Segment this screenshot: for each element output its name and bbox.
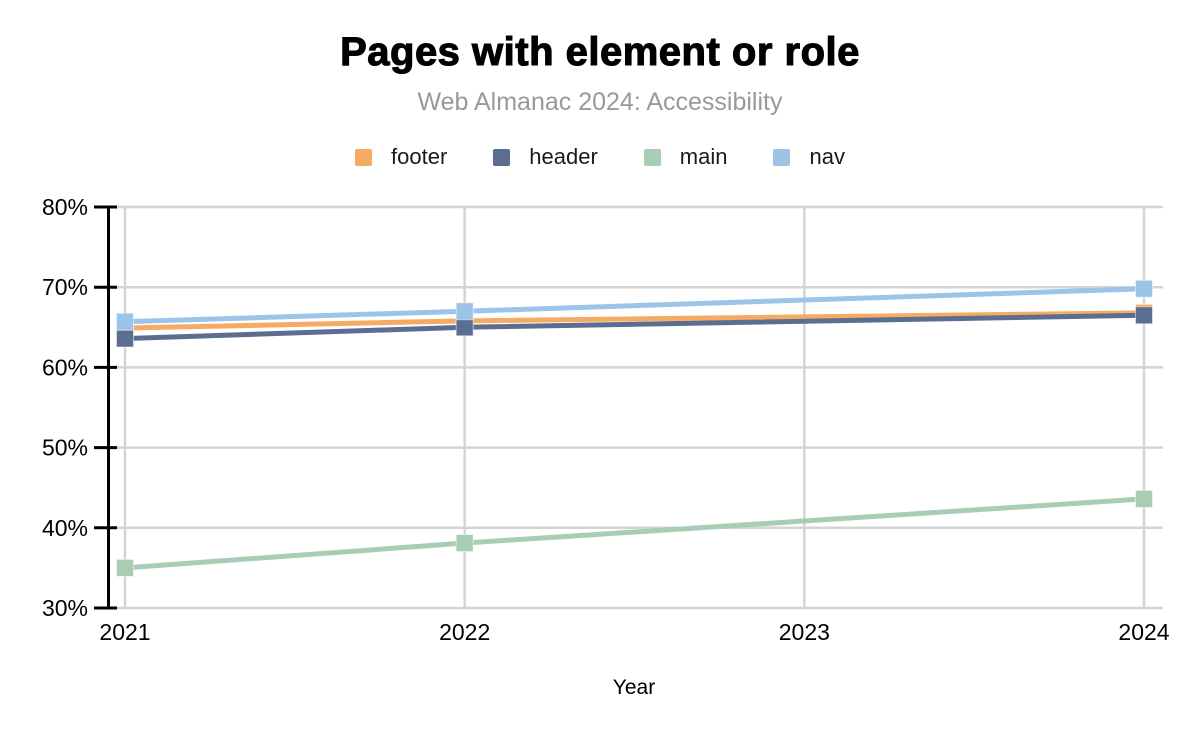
data-point-nav-2022 bbox=[455, 302, 474, 321]
data-point-header-2024 bbox=[1135, 306, 1153, 325]
series-main bbox=[116, 489, 1153, 577]
y-tick-label: 40% bbox=[42, 515, 88, 541]
x-axis-title: Year bbox=[612, 676, 656, 699]
data-point-nav-2021 bbox=[116, 312, 134, 331]
y-tick-label: 30% bbox=[42, 595, 88, 621]
y-tick-label: 70% bbox=[42, 274, 88, 300]
data-point-main-2024 bbox=[1135, 489, 1153, 508]
legend-item-header: header bbox=[493, 144, 598, 170]
legend-swatch-header bbox=[493, 148, 511, 166]
data-point-main-2022 bbox=[455, 534, 474, 553]
series-nav bbox=[116, 279, 1153, 331]
y-tick-label: 50% bbox=[42, 435, 88, 461]
legend-label: main bbox=[679, 144, 728, 169]
chart-subtitle: Web Almanac 2024: Accessibility bbox=[417, 88, 783, 116]
data-point-header-2022 bbox=[455, 318, 474, 337]
legend-swatch-footer bbox=[355, 148, 373, 166]
data-point-main-2021 bbox=[116, 558, 134, 577]
chart-title: Pages with element or role bbox=[340, 29, 860, 74]
legend-item-footer: footer bbox=[355, 144, 447, 170]
series-line-main bbox=[124, 496, 1145, 571]
x-tick-label: 2024 bbox=[1118, 619, 1169, 645]
y-tick-label: 60% bbox=[42, 354, 88, 380]
legend-label: footer bbox=[391, 144, 448, 169]
legend-label: header bbox=[529, 144, 598, 169]
gridlines bbox=[104, 205, 1163, 610]
y-axis: 30% 40% 50% 60% 70% 80% bbox=[42, 194, 117, 621]
x-tick-label: 2021 bbox=[99, 619, 150, 645]
x-axis-labels: 2021 2022 2023 2024 bbox=[99, 619, 1169, 645]
legend-swatch-main bbox=[643, 148, 661, 166]
y-tick-label: 80% bbox=[42, 194, 88, 220]
legend-label: nav bbox=[809, 144, 845, 169]
data-point-nav-2024 bbox=[1135, 279, 1153, 298]
x-tick-label: 2022 bbox=[439, 619, 490, 645]
x-tick-label: 2023 bbox=[779, 619, 830, 645]
chart-legend: footer header main nav bbox=[0, 144, 1200, 170]
legend-item-nav: nav bbox=[773, 144, 845, 170]
data-point-header-2021 bbox=[116, 329, 134, 348]
legend-swatch-nav bbox=[773, 148, 791, 166]
series-header bbox=[116, 306, 1153, 348]
legend-item-main: main bbox=[643, 144, 728, 170]
